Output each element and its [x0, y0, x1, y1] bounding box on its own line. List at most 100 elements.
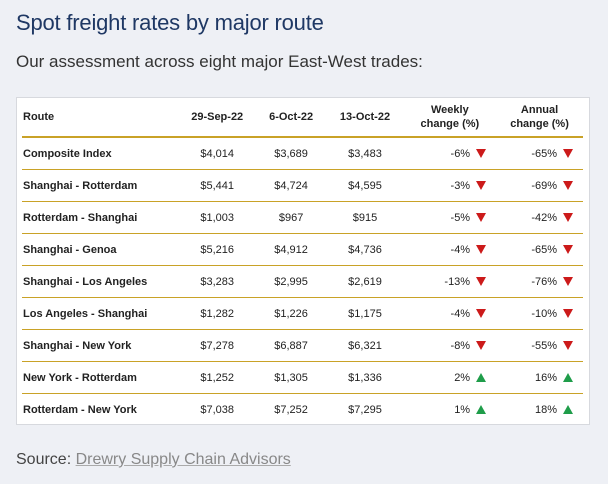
arrow-down-icon — [563, 309, 573, 319]
route-cell-value: Rotterdam - Shanghai — [23, 211, 138, 224]
rate-cell-date-1: $4,014 — [178, 137, 256, 170]
rate-cell-date-2-value: $7,252 — [274, 403, 308, 416]
arrow-down-icon — [563, 245, 573, 255]
arrow-down-icon — [476, 245, 487, 255]
rate-cell-date-1-value: $4,014 — [200, 147, 235, 160]
annual-change-cell: -69% — [496, 169, 583, 202]
source-note: Source: Drewry Supply Chain Advisors — [16, 451, 291, 469]
header-route: Route — [22, 98, 179, 138]
rate-cell-date-3-value: $1,175 — [348, 307, 382, 320]
rate-cell-date-3: $7,295 — [326, 394, 403, 426]
rate-cell-date-1-value: $7,038 — [200, 403, 235, 416]
annual-change-cell-value: -42% — [531, 211, 557, 224]
table-row: Rotterdam - Shanghai $1,003 $967 $915 -5% -42… — [22, 201, 583, 234]
annual-change-cell-value: -69% — [531, 179, 557, 192]
arrow-down-icon — [563, 149, 573, 159]
route-cell: Composite Index — [22, 137, 179, 170]
route-cell-value: Rotterdam - New York — [23, 403, 137, 416]
header-annual-line-2: change (%) — [510, 118, 569, 130]
header-date-2: 6-Oct-22 — [255, 98, 327, 138]
arrow-down-icon — [476, 149, 487, 159]
weekly-change-cell-value: -4% — [450, 307, 471, 320]
table-row: Shanghai - Genoa $5,216 $4,912 $4,736 -4% -65… — [22, 233, 583, 266]
annual-change-cell: 16% — [496, 361, 583, 394]
rate-cell-date-3-value: $4,595 — [348, 179, 382, 192]
rate-cell-date-3-value: $2,619 — [348, 275, 382, 288]
arrow-down-icon — [563, 181, 573, 191]
route-cell-value: Shanghai - Genoa — [23, 243, 117, 256]
arrow-down-icon — [476, 181, 487, 191]
rate-cell-date-3-value: $1,336 — [348, 371, 382, 384]
arrow-up-icon — [476, 373, 487, 383]
rate-cell-date-3-value: $915 — [352, 211, 378, 224]
table-row: Shanghai - Rotterdam $5,441 $4,724 $4,595 -3… — [22, 169, 583, 202]
rate-cell-date-2: $2,995 — [255, 265, 327, 298]
annual-change-cell: 18% — [496, 394, 583, 426]
weekly-change-cell-value: 1% — [454, 403, 471, 416]
rates-table-card: Route 29-Sep-22 6-Oct-22 13-Oct-22 Weekl… — [16, 97, 590, 425]
rate-cell-date-3: $3,483 — [326, 137, 404, 170]
arrow-up-icon — [563, 373, 573, 383]
freight-rates-table: Route 29-Sep-22 6-Oct-22 13-Oct-22 Weekl… — [22, 98, 583, 425]
arrow-down-icon — [563, 213, 573, 223]
rate-cell-date-1: $1,003 — [178, 201, 256, 234]
rate-cell-date-2: $4,912 — [255, 233, 327, 266]
weekly-change-cell-value: -6% — [450, 147, 471, 160]
weekly-change-cell-value: -13% — [444, 275, 471, 288]
table-row: Rotterdam - New York $7,038 $7,252 $7,295 1%… — [22, 394, 583, 426]
annual-change-cell: -65% — [496, 233, 583, 266]
rate-cell-date-2-value: $4,912 — [274, 243, 308, 256]
header-annual-line-1: Annual — [520, 104, 559, 116]
weekly-change-cell: -4% — [403, 297, 497, 330]
arrow-down-icon — [563, 341, 573, 351]
rate-cell-date-3: $6,321 — [326, 329, 404, 362]
annual-change-cell-value: 16% — [534, 371, 557, 384]
route-cell-value: Composite Index — [23, 147, 112, 160]
rate-cell-date-2-value: $967 — [278, 211, 304, 224]
arrow-down-icon — [476, 277, 487, 287]
route-cell: Rotterdam - New York — [22, 394, 179, 426]
annual-change-cell: -76% — [496, 265, 583, 298]
rate-cell-date-1: $3,283 — [178, 265, 256, 298]
source-link[interactable]: Drewry Supply Chain Advisors — [75, 451, 291, 468]
arrow-down-icon — [563, 277, 573, 287]
arrow-down-icon — [476, 341, 487, 351]
rate-cell-date-2-value: $1,305 — [274, 371, 308, 384]
annual-change-cell: -10% — [496, 297, 583, 330]
route-cell: Shanghai - Rotterdam — [22, 169, 179, 202]
arrow-up-icon — [563, 405, 573, 415]
weekly-change-cell: -8% — [403, 329, 497, 362]
table-row: New York - Rotterdam $1,252 $1,305 $1,336 2%… — [22, 361, 583, 394]
route-cell: Shanghai - Los Angeles — [22, 265, 179, 298]
table-row: Shanghai - Los Angeles $3,283 $2,995 $2,619… — [22, 265, 583, 298]
header-date-3: 13-Oct-22 — [326, 98, 404, 138]
rate-cell-date-2-value: $4,724 — [274, 179, 308, 192]
weekly-change-cell-value: 2% — [454, 371, 471, 384]
rate-cell-date-1: $7,278 — [178, 329, 256, 362]
route-cell: Los Angeles - Shanghai — [22, 297, 179, 330]
table-row: Shanghai - New York $7,278 $6,887 $6,321 -8%… — [22, 329, 583, 362]
weekly-change-cell-value: -4% — [450, 243, 471, 256]
rate-cell-date-1: $5,441 — [178, 169, 256, 202]
weekly-change-cell: -6% — [403, 137, 497, 170]
rate-cell-date-2: $1,305 — [255, 361, 327, 394]
rate-cell-date-1: $1,282 — [178, 297, 256, 330]
rate-cell-date-2: $7,252 — [256, 394, 327, 426]
route-cell: Shanghai - New York — [22, 329, 179, 362]
route-cell: Rotterdam - Shanghai — [22, 201, 179, 234]
weekly-change-cell-value: -5% — [450, 211, 471, 224]
rate-cell-date-2: $4,724 — [255, 169, 327, 202]
annual-change-cell-value: 18% — [534, 403, 557, 416]
rate-cell-date-3-value: $7,295 — [348, 403, 382, 416]
arrow-up-icon — [476, 405, 487, 415]
chart-subtitle: Our assessment across eight major East-W… — [16, 52, 423, 71]
route-cell-value: Shanghai - Los Angeles — [23, 275, 148, 288]
arrow-down-icon — [476, 309, 487, 319]
rate-cell-date-1-value: $3,283 — [200, 275, 235, 288]
rate-cell-date-2-value: $3,689 — [274, 147, 308, 160]
weekly-change-cell: -5% — [403, 201, 497, 234]
annual-change-cell-value: -65% — [531, 147, 557, 160]
annual-change-cell-value: -76% — [531, 275, 557, 288]
rate-cell-date-1-value: $1,282 — [200, 307, 235, 320]
rate-cell-date-3-value: $4,736 — [348, 243, 382, 256]
